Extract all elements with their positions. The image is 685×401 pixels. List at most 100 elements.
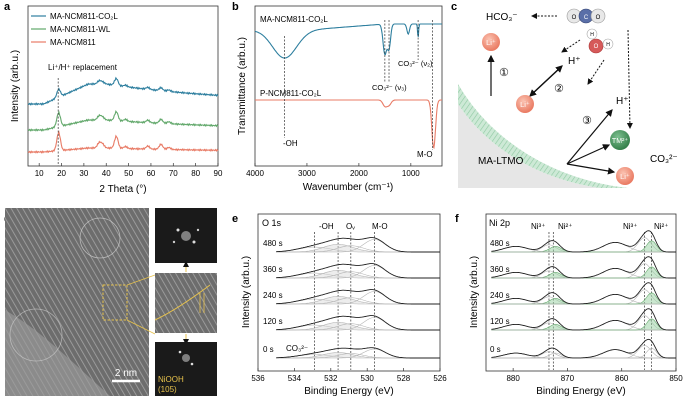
x-ticks-a: 10 20 30 40 50 60 70 80 90 — [35, 163, 223, 178]
xps-component — [491, 351, 676, 359]
tm-ion-ball — [610, 130, 630, 150]
xps-envelope — [491, 338, 676, 359]
panel-b: b 4000 3000 2000 1000 MA-NCM811-CO₂L P-NCM8… — [232, 1, 443, 193]
plot-frame-e — [257, 213, 441, 372]
y-axis-label-f: Intensity (arb.u.) — [469, 256, 480, 328]
peak-ni2-a: Ni²⁺ — [558, 222, 572, 231]
o-atom — [590, 8, 606, 24]
li-label: Li⁺ — [486, 38, 496, 47]
fft-spot — [196, 228, 200, 232]
interface-line — [154, 284, 211, 321]
atom-label: O — [572, 15, 577, 21]
x-tick-label: 534 — [288, 374, 302, 383]
h-atom — [586, 28, 598, 40]
xps-envelope — [276, 289, 440, 305]
x-tick-label: 532 — [324, 374, 338, 383]
x-tick-label: 10 — [35, 169, 44, 178]
arrow-water-to-h — [561, 39, 581, 53]
scale-label: 2 nm — [115, 368, 137, 379]
ftir-line — [255, 99, 442, 150]
x-tick-label: 870 — [561, 374, 575, 383]
xrd-line — [27, 110, 219, 132]
xps-envelope — [491, 230, 676, 253]
x-tick-label: 860 — [615, 374, 629, 383]
peak-ni3-a: Ni³⁺ — [531, 222, 545, 231]
xps-envelope — [276, 237, 440, 253]
grain-outline — [79, 217, 121, 259]
li-ion — [482, 33, 500, 51]
arrow-h-in — [566, 109, 613, 165]
tm-label: TM²⁺ — [612, 137, 628, 145]
x-tick-label: 526 — [433, 374, 447, 383]
material-label: MA-LTMO — [478, 156, 524, 167]
x-tick-label: 90 — [214, 169, 223, 178]
xps-o1s-series: 480 s 360 s 240 s 120 s 0 s — [263, 237, 440, 359]
li-ion-middle: Li⁺ — [516, 95, 534, 113]
x-tick-label: 536 — [251, 374, 265, 383]
peak-oh-b: -OH — [283, 139, 298, 148]
x-axis-label-e: Binding Energy (eV) — [304, 386, 394, 397]
x-ticks-f: 880 870 860 850 — [506, 368, 683, 383]
x-tick-label: 530 — [361, 374, 375, 383]
arrow-water-to-h2 — [587, 59, 605, 85]
xrd-line — [27, 130, 219, 154]
li-h-annotation: Li⁺/H⁺ replacement — [48, 63, 118, 72]
xps-envelope — [491, 256, 676, 279]
li-ion-top: Li⁺ — [482, 33, 500, 51]
panel-letter-f: f — [455, 213, 459, 225]
ftir-line — [254, 23, 442, 59]
particle-core — [458, 104, 600, 188]
fft-bottom — [155, 342, 217, 396]
fft-spot — [178, 350, 182, 354]
peak-co3-v3: CO₃²⁻ (ν₃) — [372, 83, 407, 92]
x-axis-label-f: Binding Energy (eV) — [536, 386, 626, 397]
x-tick-label: 528 — [397, 374, 411, 383]
fft-spot — [190, 362, 194, 366]
x-axis-label-b: Wavenumber (cm⁻¹) — [303, 182, 393, 193]
time-label: 0 s — [263, 345, 274, 354]
panel-a: a 10 20 30 40 50 60 70 80 90 Li⁺/H⁺ replacement … — [4, 1, 223, 195]
li-ion-bottom: Li⁺ — [616, 167, 634, 185]
tm-ion: TM²⁺ — [610, 130, 630, 150]
x-tick-label: 50 — [124, 169, 133, 178]
x-tick-label: 40 — [102, 169, 111, 178]
li-label: Li⁺ — [620, 172, 630, 181]
atom-label: O — [596, 15, 601, 21]
xps-envelope — [276, 315, 440, 331]
fft-spot — [182, 354, 190, 362]
series-label-b2: P-NCM811-CO₂L — [260, 89, 322, 98]
zoom-guide — [126, 274, 156, 286]
arrow-to-co3 — [626, 29, 633, 129]
xps-envelope — [276, 263, 440, 279]
arrow-li-out-3 — [566, 163, 616, 175]
x-ticks-b: 4000 3000 2000 1000 — [246, 163, 420, 178]
plot-frame-b — [254, 5, 443, 167]
x-tick-label: 70 — [169, 169, 178, 178]
y-axis-label-e: Intensity (arb.u.) — [241, 256, 252, 328]
fft-spot — [192, 240, 196, 244]
hplus-label-2: H⁺ — [616, 96, 629, 107]
phase-label: NiOOH — [158, 375, 184, 384]
time-label: 480 s — [263, 239, 283, 248]
plane-label: (105) — [158, 385, 177, 394]
peak-mo-b: M-O — [417, 150, 433, 159]
peak-mo-e: M-O — [372, 222, 388, 231]
x-axis-label-a: 2 Theta (°) — [99, 184, 146, 195]
co3-label: CO₃²⁻ — [650, 154, 678, 165]
grain-outline — [9, 308, 63, 362]
time-label: 120 s — [490, 317, 510, 326]
time-label: 0 s — [490, 345, 501, 354]
plot-title-f: Ni 2p — [489, 218, 510, 228]
xps-ni2p-markers — [548, 232, 652, 370]
plot-frame-f — [485, 213, 677, 372]
time-label: 240 s — [490, 291, 510, 300]
legend-label: MA-NCM811 — [50, 38, 96, 47]
xps-component — [491, 349, 676, 359]
panel-e: e O 1s 480 s 360 s 240 s 120 s 0 s 536 534 532… — [232, 213, 447, 397]
fft-spot — [176, 228, 180, 232]
panel-f: f Ni 2p 480 s 360 s 240 s 120 s 0 s 880 870 86… — [455, 213, 683, 397]
panel-letter-b: b — [232, 1, 239, 13]
fft-spot — [181, 231, 191, 241]
hrtem-zoom — [155, 273, 217, 333]
